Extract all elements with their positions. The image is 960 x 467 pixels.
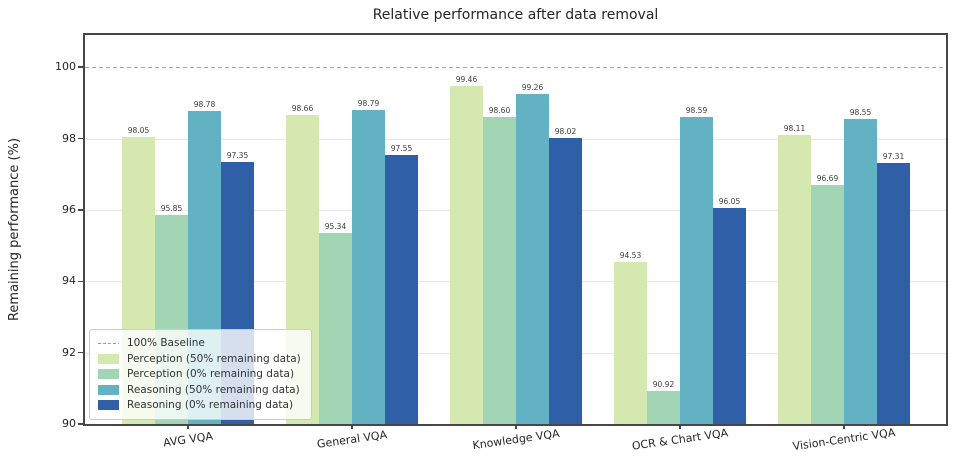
bar-value-label: 98.79 bbox=[357, 99, 380, 109]
y-axis-label: Remaining performance (%) bbox=[7, 137, 22, 322]
legend-label: Perception (50% remaining data) bbox=[127, 352, 301, 365]
bar: 98.11 bbox=[778, 124, 811, 424]
chart-title: Relative performance after data removal bbox=[372, 7, 659, 23]
y-tick-label: 98 bbox=[62, 131, 76, 145]
bar: 98.55 bbox=[844, 108, 877, 424]
x-tick-label: OCR & Chart VQA bbox=[631, 426, 729, 453]
bar: 97.55 bbox=[385, 144, 418, 424]
bar: 99.46 bbox=[450, 75, 483, 424]
bar: 98.59 bbox=[680, 106, 713, 424]
legend-dash-swatch bbox=[98, 342, 119, 344]
legend-label: 100% Baseline bbox=[127, 337, 205, 350]
bar-value-label: 97.35 bbox=[226, 150, 249, 160]
bar-group: 99.46 98.60 99.26 98.02 bbox=[450, 75, 582, 424]
bar: 96.05 bbox=[713, 197, 746, 424]
y-tick-label: 90 bbox=[62, 417, 76, 430]
legend-color-swatch bbox=[98, 400, 119, 411]
bar-value-label: 99.46 bbox=[455, 75, 478, 85]
bar-value-label: 98.59 bbox=[685, 106, 708, 116]
legend-row: Perception (0% remaining data) bbox=[98, 367, 301, 383]
x-tick-label: Knowledge VQA bbox=[471, 426, 561, 453]
bar: 90.92 bbox=[647, 380, 680, 424]
bar-value-label: 97.55 bbox=[390, 143, 413, 153]
bar: 99.26 bbox=[516, 83, 549, 424]
bar: 98.60 bbox=[483, 106, 516, 424]
legend-row: Perception (50% remaining data) bbox=[98, 351, 301, 367]
bar-group: 94.53 90.92 98.59 96.05 bbox=[614, 106, 746, 424]
bar-value-label: 98.02 bbox=[554, 126, 577, 136]
legend: 100% Baseline Perception (50% remaining d… bbox=[89, 328, 312, 420]
bar-value-label: 98.05 bbox=[127, 125, 150, 135]
bar-value-label: 98.66 bbox=[291, 103, 314, 113]
plot-area: 100% Baseline Perception (50% remaining d… bbox=[83, 33, 948, 426]
bar: 96.69 bbox=[811, 174, 844, 424]
y-tick-label: 92 bbox=[62, 345, 76, 359]
legend-row: Reasoning (0% remaining data) bbox=[98, 398, 301, 414]
bar-value-label: 95.34 bbox=[324, 222, 347, 232]
bar: 98.02 bbox=[549, 127, 582, 424]
bar: 98.79 bbox=[352, 99, 385, 424]
bar-value-label: 96.69 bbox=[816, 174, 839, 184]
x-tick-label: Vision-Centric VQA bbox=[791, 425, 897, 454]
bar-value-label: 95.85 bbox=[160, 204, 183, 214]
bar: 97.31 bbox=[877, 152, 910, 424]
bar-group: 98.11 96.69 98.55 97.31 bbox=[778, 108, 910, 424]
y-tick-label: 100 bbox=[55, 60, 76, 74]
bar: 95.34 bbox=[319, 222, 352, 424]
legend-label: Perception (0% remaining data) bbox=[127, 368, 295, 381]
bar-value-label: 90.92 bbox=[652, 380, 675, 390]
x-tick-label: AVG VQA bbox=[162, 429, 214, 450]
bar-value-label: 96.05 bbox=[718, 197, 741, 207]
legend-label: Reasoning (50% remaining data) bbox=[127, 383, 300, 396]
bar-value-label: 94.53 bbox=[619, 251, 642, 261]
baseline-dashed-line bbox=[85, 67, 946, 69]
legend-color-swatch bbox=[98, 353, 119, 364]
y-tick-label: 96 bbox=[62, 202, 76, 216]
legend-color-swatch bbox=[98, 384, 119, 395]
y-tick-label: 94 bbox=[62, 274, 76, 288]
bar-value-label: 97.31 bbox=[882, 152, 905, 162]
bar: 94.53 bbox=[614, 251, 647, 424]
bar-value-label: 98.11 bbox=[783, 123, 806, 133]
x-tick-label: General VQA bbox=[316, 428, 388, 451]
legend-row: Reasoning (50% remaining data) bbox=[98, 382, 301, 398]
legend-label: Reasoning (0% remaining data) bbox=[127, 399, 294, 412]
bar-value-label: 98.78 bbox=[193, 99, 216, 109]
legend-row: 100% Baseline bbox=[98, 336, 301, 352]
bar-value-label: 99.26 bbox=[521, 82, 544, 92]
bar-value-label: 98.55 bbox=[849, 107, 872, 117]
bar-value-label: 98.60 bbox=[488, 106, 511, 116]
legend-color-swatch bbox=[98, 369, 119, 380]
